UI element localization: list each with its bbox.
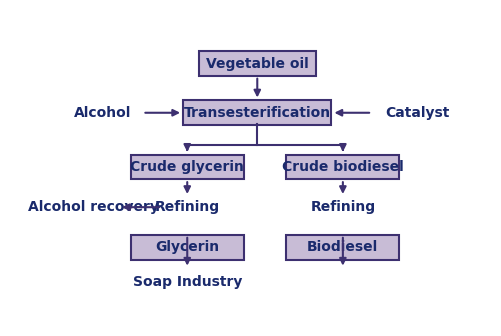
Text: Refining: Refining — [154, 200, 219, 214]
FancyBboxPatch shape — [131, 235, 243, 260]
Text: Glycerin: Glycerin — [155, 240, 219, 254]
Text: Alcohol recovery: Alcohol recovery — [29, 200, 159, 214]
Text: Crude biodiesel: Crude biodiesel — [282, 160, 403, 174]
Text: Refining: Refining — [310, 200, 375, 214]
Text: Transesterification: Transesterification — [183, 106, 330, 120]
FancyBboxPatch shape — [286, 235, 398, 260]
Text: Soap Industry: Soap Industry — [132, 275, 241, 289]
FancyBboxPatch shape — [183, 100, 331, 125]
Text: Biodiesel: Biodiesel — [307, 240, 378, 254]
FancyBboxPatch shape — [131, 155, 243, 179]
FancyBboxPatch shape — [286, 155, 398, 179]
Text: Catalyst: Catalyst — [385, 106, 449, 120]
FancyBboxPatch shape — [198, 51, 315, 76]
Text: Crude glycerin: Crude glycerin — [130, 160, 243, 174]
Text: Vegetable oil: Vegetable oil — [205, 56, 308, 71]
Text: Alcohol: Alcohol — [73, 106, 131, 120]
